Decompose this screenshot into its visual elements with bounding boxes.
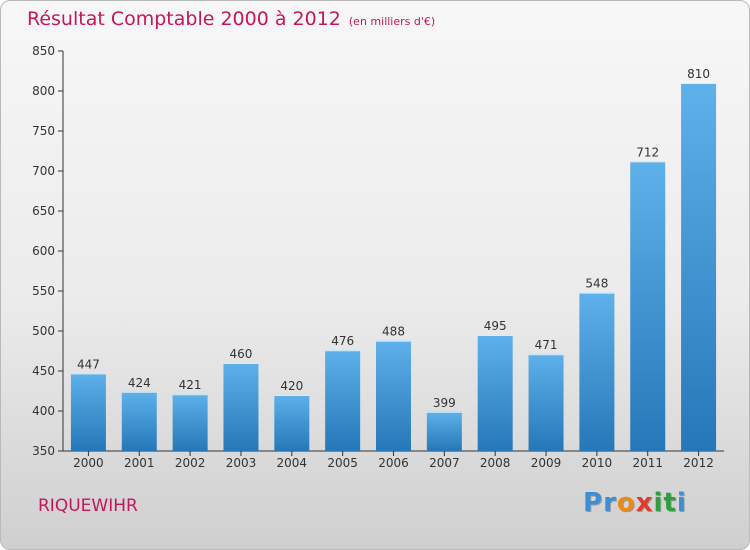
- location-label: RIQUEWIHR: [38, 496, 138, 516]
- x-tick-label: 2005: [327, 456, 358, 470]
- data-label-2002: 421: [179, 378, 202, 392]
- logo-letter: o: [616, 488, 636, 518]
- data-label-2012: 810: [687, 67, 710, 81]
- x-tick-label: 2011: [632, 456, 663, 470]
- data-label-2008: 495: [484, 319, 507, 333]
- data-label-2007: 399: [433, 396, 456, 410]
- y-axis: 350 400 450 500 550 600 650 700 750 800 850: [32, 44, 64, 458]
- y-tick-label: 600: [32, 244, 55, 258]
- x-tick-label: 2009: [531, 456, 562, 470]
- bar-2002: [172, 394, 208, 451]
- logo-letter: P: [583, 488, 604, 518]
- x-tick-label: 2001: [124, 456, 155, 470]
- x-tick-label: 2003: [226, 456, 257, 470]
- chart-title: Résultat Comptable 2000 à 2012 (en millie…: [27, 8, 435, 30]
- x-tick-label: 2007: [429, 456, 460, 470]
- data-label-2001: 424: [128, 376, 151, 390]
- data-label-2006: 488: [382, 325, 405, 339]
- bars: 447 424 421 460 420 476 488 399 495 471 548 712 810: [70, 67, 717, 451]
- y-tick-label: 800: [32, 84, 55, 98]
- data-label-2004: 420: [280, 379, 303, 393]
- x-tick-label: 2012: [683, 456, 714, 470]
- data-label-2010: 548: [585, 277, 608, 291]
- data-label-2009: 471: [535, 338, 558, 352]
- logo-letter: t: [663, 488, 677, 518]
- bar-2011: [630, 161, 666, 451]
- bar-2004: [274, 395, 310, 451]
- y-tick-label: 450: [32, 364, 55, 378]
- y-tick-label: 850: [32, 44, 55, 58]
- x-tick-label: 2002: [175, 456, 206, 470]
- x-axis: 2000 2001 2002 2003 2004 2005 2006 2007 2008 2009…: [63, 450, 724, 470]
- bar-2006: [376, 340, 411, 451]
- y-tick-label: 550: [32, 284, 55, 298]
- x-tick-label: 2006: [378, 456, 409, 470]
- y-tick-label: 350: [32, 444, 55, 458]
- data-label-2003: 460: [230, 347, 253, 361]
- logo-letter: i: [676, 488, 687, 518]
- y-tick-label: 750: [32, 124, 55, 138]
- x-tick-label: 2004: [277, 456, 308, 470]
- y-tick-label: 650: [32, 204, 55, 218]
- x-tick-label: 2008: [480, 456, 511, 470]
- bar-2010: [579, 292, 615, 451]
- bar-2012: [681, 83, 717, 451]
- bar-2001: [121, 391, 157, 451]
- bar-2003: [223, 363, 259, 451]
- logo-letter: i: [653, 488, 664, 518]
- data-label-2005: 476: [331, 334, 354, 348]
- bar-2009: [528, 354, 564, 451]
- x-tick-label: 2000: [73, 456, 104, 470]
- data-label-2011: 712: [636, 145, 659, 159]
- y-tick-label: 400: [32, 404, 55, 418]
- proxiti-logo: Proxiti: [583, 488, 687, 518]
- logo-letter: x: [635, 488, 654, 518]
- x-tick-label: 2010: [582, 456, 613, 470]
- bar-2005: [325, 350, 361, 451]
- logo-letter: r: [603, 488, 617, 518]
- bar-2008: [477, 335, 513, 451]
- y-tick-label: 700: [32, 164, 55, 178]
- y-tick-label: 500: [32, 324, 55, 338]
- bar-2000: [70, 373, 106, 451]
- chart-subtitle: (en milliers d'€): [348, 15, 436, 28]
- chart-title-text: Résultat Comptable 2000 à 2012: [27, 8, 341, 30]
- data-label-2000: 447: [77, 357, 100, 371]
- bar-2007: [426, 411, 462, 451]
